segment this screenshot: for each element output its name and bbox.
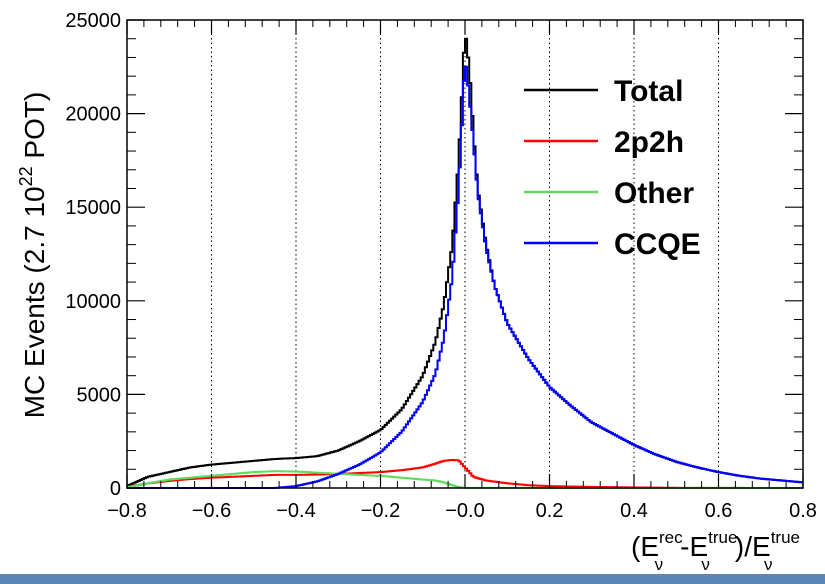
legend-entry-total: Total <box>524 75 683 108</box>
y-tick-label-1: 5000 <box>77 384 122 406</box>
x-axis-title-rec: rec <box>659 528 683 547</box>
legend-label-2p2h: 2p2h <box>614 126 684 159</box>
x-axis-title-open: (E <box>631 531 659 562</box>
legend-label-total: Total <box>614 75 683 108</box>
legend-entry-ccqe: CCQE <box>524 228 701 261</box>
x-tick-label-6: 0.4 <box>620 500 648 522</box>
x-tick-label-4: −0.0 <box>445 500 484 522</box>
x-axis-title: (Erec ν-Etrue ν)/Etrue ν <box>631 528 800 574</box>
y-tick-label-2: 10000 <box>65 291 121 313</box>
x-tick-label-7: 0.6 <box>705 500 733 522</box>
x-tick-label-8: 0.8 <box>789 500 817 522</box>
y-tick-label-5: 25000 <box>65 10 121 32</box>
x-axis-title-minus: -E <box>680 531 708 562</box>
x-tick-label-1: −0.6 <box>192 500 231 522</box>
y-axis-title-prefix: MC Events (2.7 10 <box>19 186 50 418</box>
x-axis-title-nu3: ν <box>764 555 773 574</box>
x-tick-label-5: 0.2 <box>536 500 564 522</box>
legend: Total 2p2h Other CCQE <box>524 75 701 261</box>
x-tick-label-3: −0.2 <box>361 500 400 522</box>
gridlines <box>211 20 719 488</box>
tick-labels: −0.8 −0.6 −0.4 −0.2 −0.0 0.2 0.4 0.6 0.8 0 5000 100… <box>65 10 817 522</box>
y-tick-label-3: 15000 <box>65 197 121 219</box>
ticks <box>126 19 804 489</box>
x-axis-title-true1: true <box>708 528 737 547</box>
x-tick-label-2: −0.4 <box>276 500 315 522</box>
legend-entry-2p2h: 2p2h <box>524 126 684 159</box>
x-axis-title-nu1: ν <box>655 555 664 574</box>
y-axis-title-suffix: POT) <box>19 92 50 167</box>
legend-entry-other: Other <box>524 177 694 210</box>
x-axis-title-nu2: ν <box>701 555 710 574</box>
x-tick-label-0: −0.8 <box>107 500 146 522</box>
y-tick-label-4: 20000 <box>65 104 121 126</box>
legend-label-other: Other <box>614 177 694 210</box>
legend-label-ccqe: CCQE <box>614 228 701 261</box>
series-line-ccqe <box>127 65 803 489</box>
y-axis-title: MC Events (2.7 1022 POT) <box>16 92 50 419</box>
y-axis-title-exponent: 22 <box>16 166 36 186</box>
x-axis-title-true2: true <box>771 528 800 547</box>
x-axis-title-close: )/E <box>735 531 771 562</box>
y-tick-label-0: 0 <box>110 478 121 500</box>
bottom-strip <box>0 574 825 584</box>
